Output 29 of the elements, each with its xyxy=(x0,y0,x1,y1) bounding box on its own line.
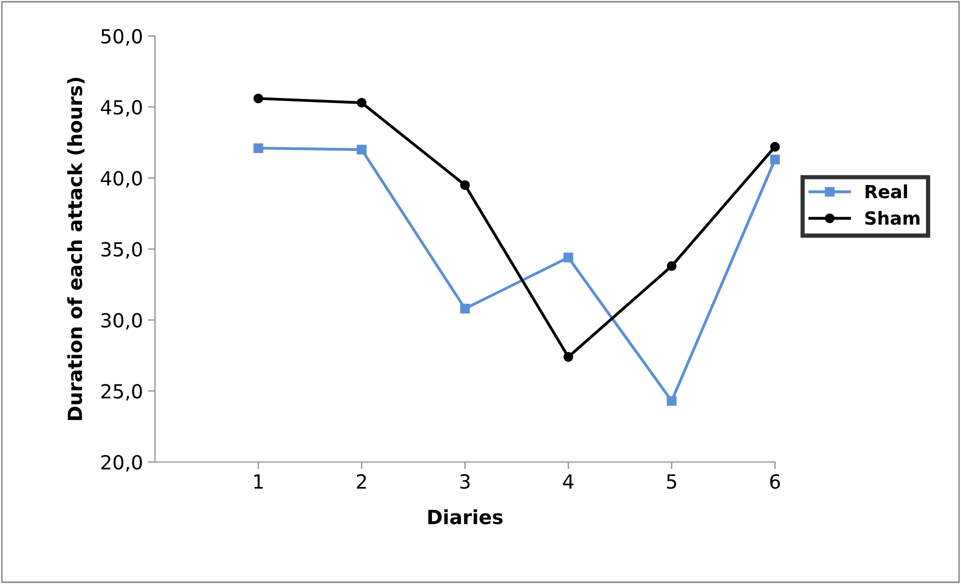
legend-label: Real xyxy=(866,184,908,198)
point xyxy=(460,180,470,190)
y-tick-label: 45,0 xyxy=(100,100,142,117)
point xyxy=(356,144,367,154)
y-tick-label: 40,0 xyxy=(100,170,142,188)
point xyxy=(770,142,780,152)
point xyxy=(563,252,574,262)
y-tick-label: 50,0 xyxy=(101,28,142,46)
y-axis-title: Duration of each attack (hours) xyxy=(67,78,85,420)
x-axis-title: Diaries xyxy=(428,509,503,524)
x-tick-label: 5 xyxy=(666,474,676,489)
point xyxy=(356,98,367,108)
point xyxy=(563,352,574,362)
x-tick-label: 4 xyxy=(563,474,574,489)
x-tick-label: 1 xyxy=(254,474,263,489)
point xyxy=(460,304,470,314)
x-tick-label: 3 xyxy=(460,474,470,489)
x-tick-label: 2 xyxy=(356,474,366,489)
y-tick-label: 25,0 xyxy=(101,384,142,401)
point xyxy=(666,396,677,406)
y-tick-label: 30,0 xyxy=(101,312,142,330)
point xyxy=(666,261,677,271)
point xyxy=(253,143,264,154)
legend-label: Sham xyxy=(865,210,920,225)
point xyxy=(770,154,780,164)
y-tick-label: 35,0 xyxy=(101,242,142,259)
point xyxy=(253,94,264,104)
y-tick-label: 20,0 xyxy=(101,454,142,472)
x-tick-label: 6 xyxy=(770,474,780,489)
